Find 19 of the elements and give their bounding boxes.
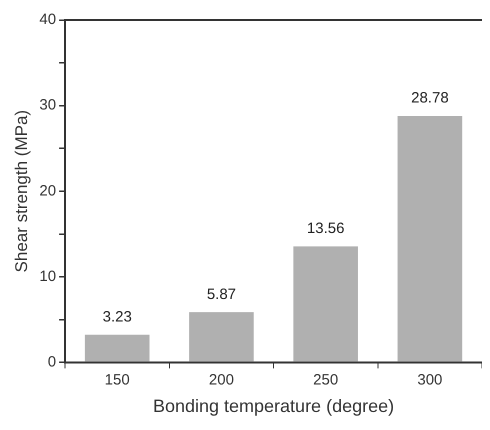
y-tick-label: 40 bbox=[39, 11, 56, 28]
data-label: 13.56 bbox=[306, 220, 344, 237]
y-tick-label: 30 bbox=[39, 96, 56, 114]
bar bbox=[398, 116, 462, 362]
y-axis-title: Shear strength (MPa) bbox=[12, 110, 31, 272]
x-tick-label: 150 bbox=[104, 372, 130, 389]
y-tick-label: 20 bbox=[39, 182, 56, 200]
bar bbox=[84, 334, 150, 362]
x-tick-label: 200 bbox=[208, 372, 234, 389]
y-tick-label: 10 bbox=[39, 268, 56, 285]
data-label: 5.87 bbox=[206, 286, 236, 303]
x-axis-title: Bonding temperature (degree) bbox=[152, 396, 394, 416]
x-tick-label: 250 bbox=[313, 372, 338, 389]
data-label: 28.78 bbox=[411, 90, 449, 107]
y-tick-label: 0 bbox=[48, 354, 56, 371]
bar bbox=[189, 312, 254, 362]
data-label: 3.23 bbox=[102, 308, 132, 326]
bar bbox=[293, 246, 358, 362]
x-tick-label: 300 bbox=[417, 372, 442, 389]
